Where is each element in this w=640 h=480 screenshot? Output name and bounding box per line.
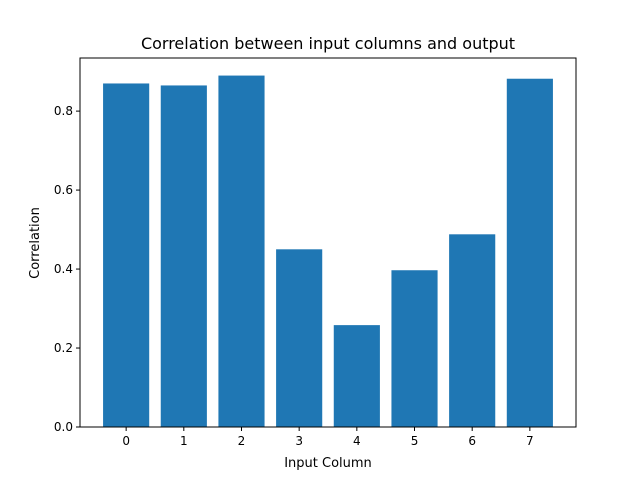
y-tick-label: 0.0	[54, 420, 73, 434]
bar-5	[391, 270, 438, 427]
y-axis-label: Correlation	[28, 207, 43, 279]
plot-area-frame	[79, 57, 577, 428]
bar-2	[218, 75, 265, 428]
x-tick-label: 4	[353, 434, 361, 448]
y-tick-label: 0.4	[54, 262, 73, 276]
x-tick-label: 0	[122, 434, 130, 448]
bar-3	[276, 249, 323, 427]
y-tick-label: 0.8	[54, 104, 73, 118]
y-tick-label: 0.2	[54, 341, 73, 355]
bar-7	[506, 78, 553, 427]
chart-title: Correlation between input columns and ou…	[141, 34, 515, 53]
y-axis-ticks: 0.0 0.2 0.4 0.6 0.8	[54, 104, 80, 434]
bar-4	[333, 325, 380, 427]
bars-group	[103, 75, 553, 428]
x-tick-label: 2	[238, 434, 246, 448]
x-tick-label: 6	[468, 434, 476, 448]
x-tick-label: 3	[295, 434, 303, 448]
y-tick-label: 0.6	[54, 183, 73, 197]
bar-1	[160, 85, 207, 427]
x-axis-ticks: 0 1 2 3 4 5 6 7	[122, 427, 534, 448]
x-tick-label: 5	[411, 434, 419, 448]
x-axis-label: Input Column	[284, 456, 372, 471]
bar-6	[449, 234, 496, 427]
x-tick-label: 7	[526, 434, 534, 448]
bar-0	[103, 83, 150, 428]
x-tick-label: 1	[180, 434, 188, 448]
